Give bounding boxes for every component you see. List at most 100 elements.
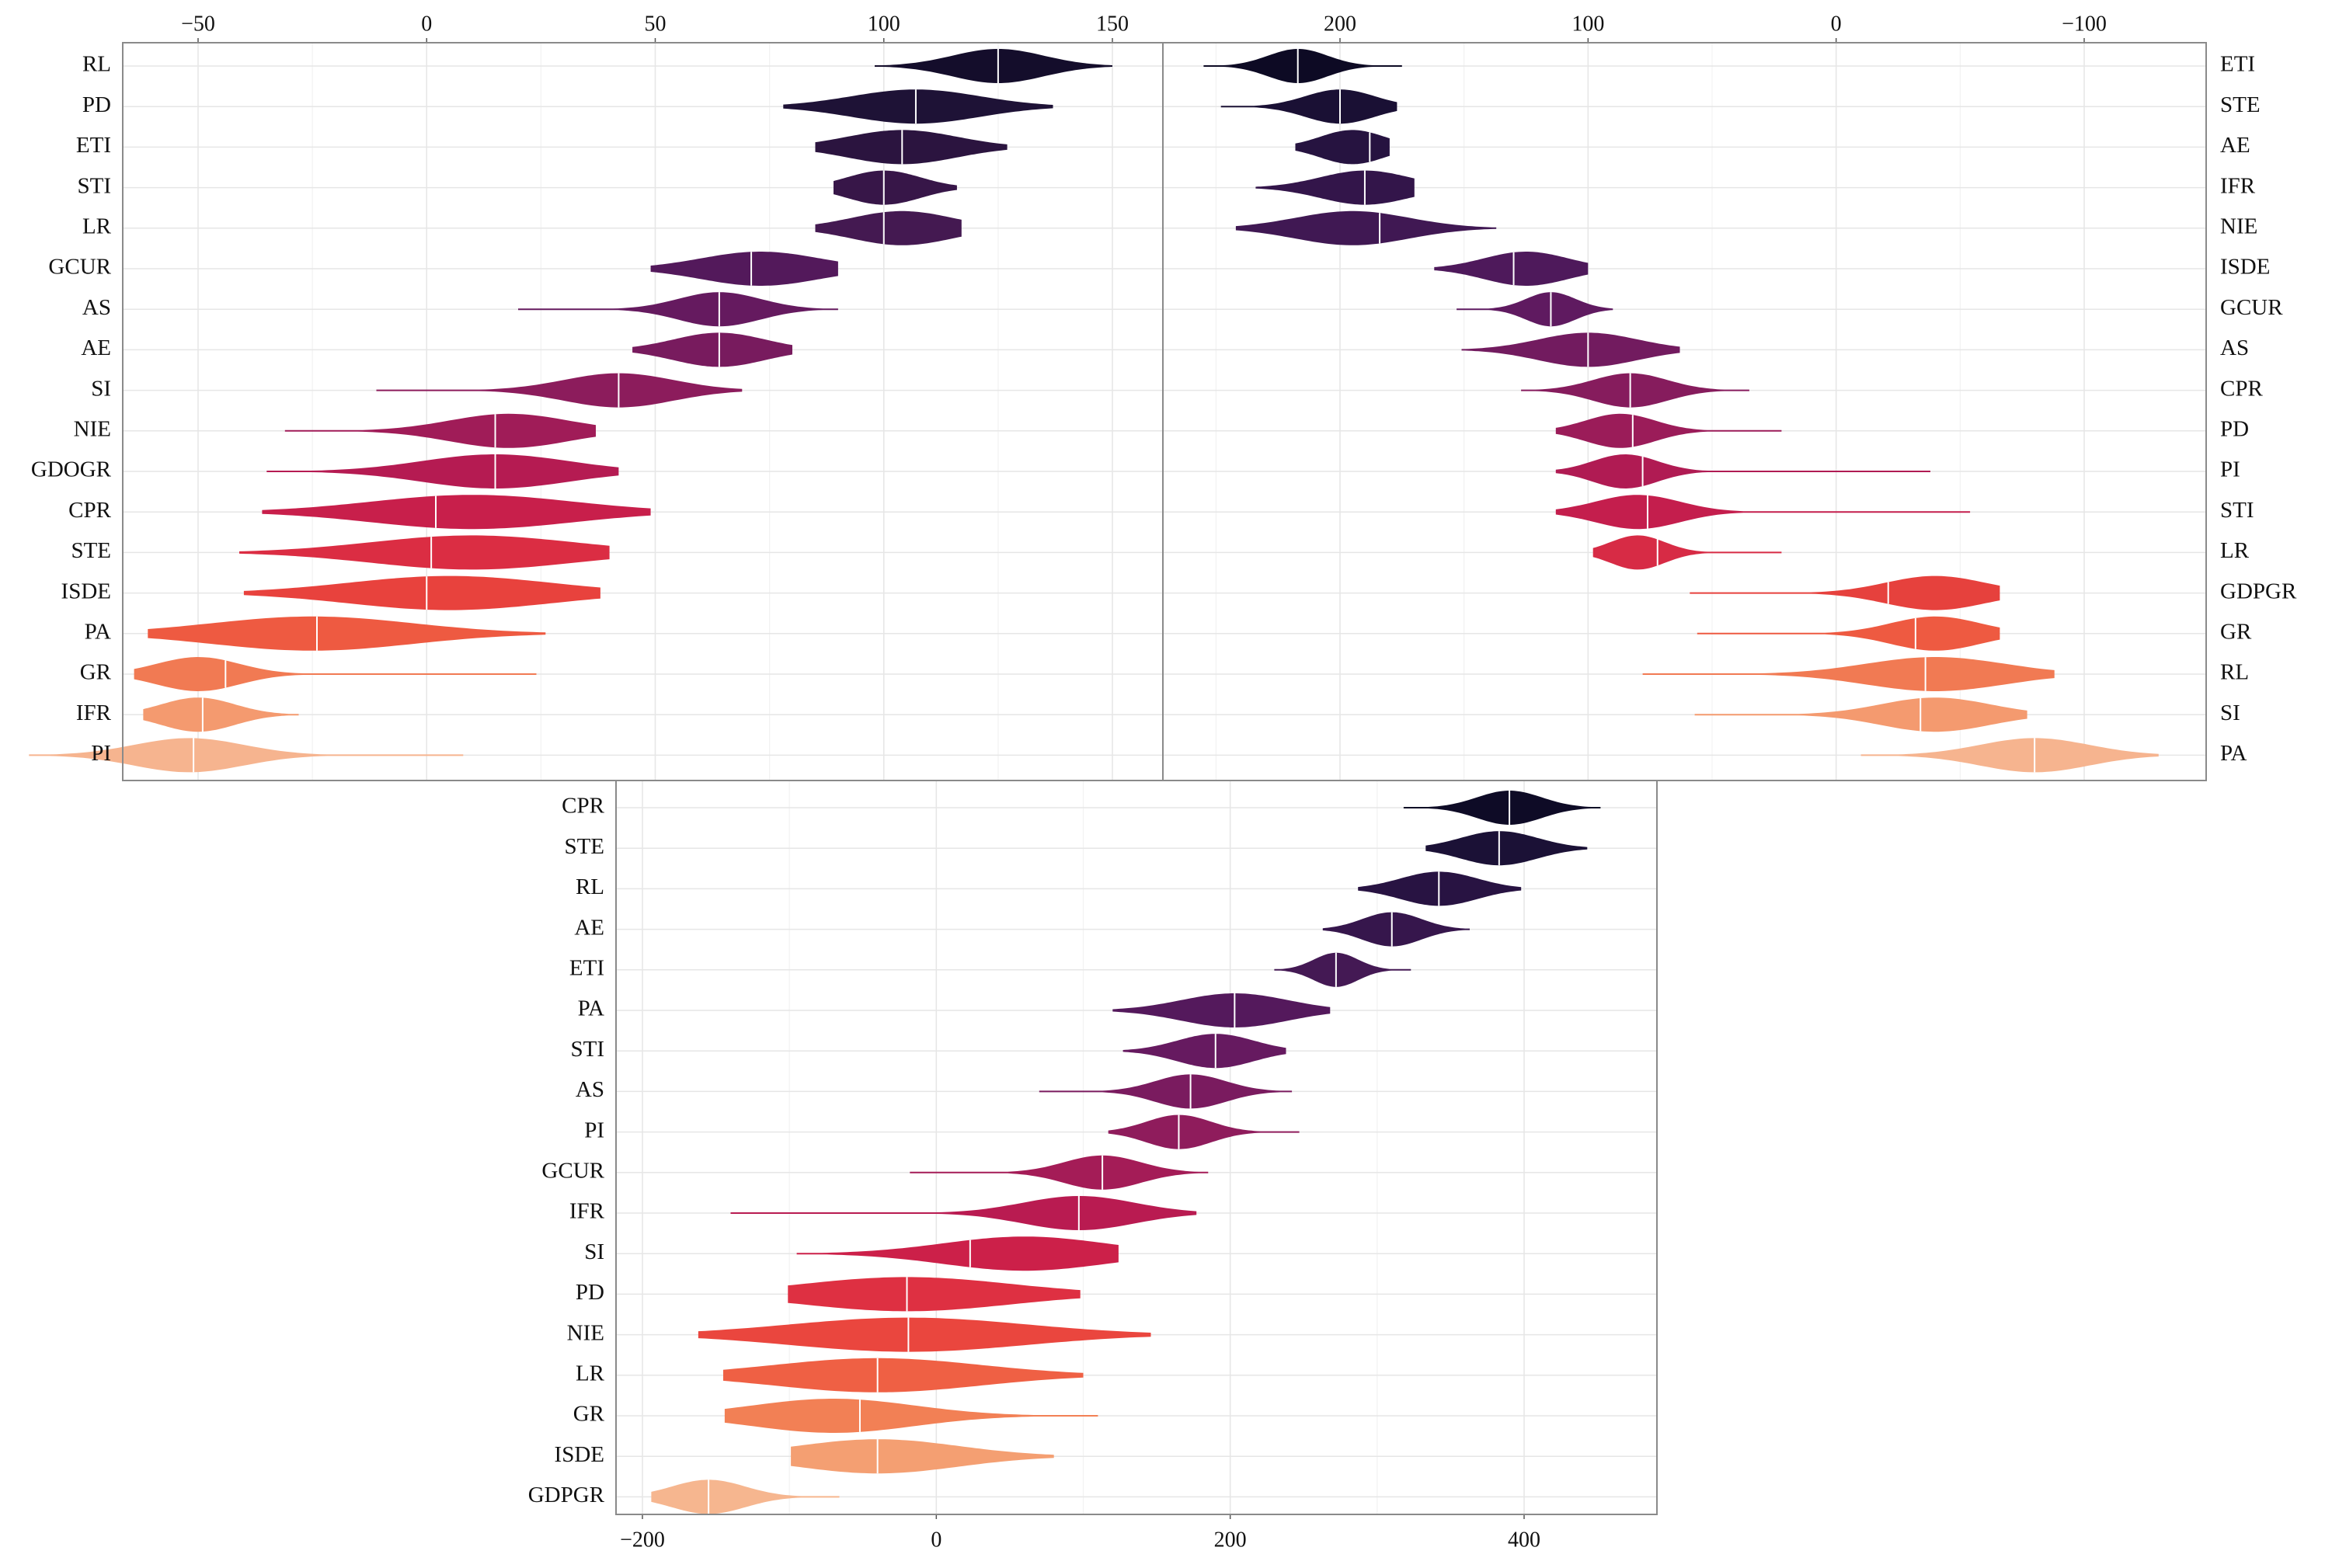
x-tick-label: 0: [421, 12, 432, 36]
category-label: CPR: [68, 498, 111, 523]
violin-gr: [134, 657, 537, 691]
category-label: LR: [2220, 538, 2250, 563]
violin-ifr: [730, 1196, 1197, 1230]
category-label: IFR: [76, 701, 112, 725]
violin-pa: [1112, 993, 1331, 1027]
violin-lr: [815, 210, 962, 245]
panel-top-right: 200 100 0 −100 ETI STE AE IFR NIE ISDE GCUR AS CPR PD…: [1162, 12, 2297, 781]
violin-gcur: [1457, 292, 1613, 327]
category-label: STE: [71, 538, 111, 563]
x-tick-label: −50: [181, 12, 215, 36]
violin-si: [1694, 697, 2027, 732]
violin-lr: [1592, 535, 1782, 570]
violin-cpr: [262, 495, 651, 530]
violin-gr: [724, 1399, 1098, 1433]
category-label: PI: [584, 1118, 604, 1142]
category-label: ETI: [2220, 52, 2255, 77]
category-label: GDOGR: [31, 457, 112, 482]
violin-gdogr: [266, 454, 619, 488]
category-label: ISDE: [2220, 255, 2270, 280]
category-label: AE: [81, 336, 111, 360]
violin-isde: [243, 575, 600, 610]
violin-gr: [1697, 616, 2000, 651]
x-tick-label: 200: [1214, 1528, 1247, 1552]
category-label: LR: [82, 214, 112, 238]
category-label: GCUR: [541, 1158, 604, 1183]
category-label: PD: [2220, 416, 2249, 441]
x-tick-label: 100: [868, 12, 900, 36]
panel-bottom: −200 0 200 400 CPR STE RL AE ETI PA STI AS PI GCUR IFR…: [528, 780, 1658, 1552]
violin-ifr: [1255, 170, 1415, 205]
category-label: AS: [2220, 336, 2249, 360]
category-label: SI: [91, 376, 111, 401]
panel-frame: [122, 42, 1164, 781]
category-label: PA: [578, 996, 604, 1021]
violin-nie: [698, 1317, 1151, 1352]
violin-ae: [1322, 912, 1470, 947]
category-label: STI: [571, 1037, 605, 1062]
violin-as: [1039, 1074, 1293, 1109]
x-tick-label: −200: [620, 1528, 665, 1552]
violin-nie: [284, 413, 596, 448]
violin-nie: [1235, 210, 1497, 245]
panel-top-left: −50 0 50 100 150 RL PD ETI STI LR GCUR AS AE SI NIE GDO…: [29, 12, 1164, 781]
x-tick-label: 100: [1571, 12, 1604, 36]
violin-isde: [1434, 252, 1589, 286]
category-label: GDPGR: [528, 1483, 605, 1507]
category-label: NIE: [2220, 214, 2257, 238]
violin-cpr: [1403, 791, 1601, 825]
violin-pi: [1108, 1114, 1300, 1149]
category-label: PA: [2220, 741, 2247, 766]
violin-eti: [815, 130, 1008, 165]
violin-ifr: [143, 697, 299, 732]
violin-gcur: [910, 1155, 1209, 1190]
category-label: STI: [2220, 498, 2254, 523]
category-label: STE: [564, 834, 604, 859]
violin-rl: [875, 49, 1112, 83]
violin-pd: [788, 1277, 1081, 1312]
category-label: IFR: [569, 1199, 605, 1224]
category-label: GR: [80, 660, 112, 685]
category-label: AS: [82, 295, 111, 320]
violin-pi: [29, 738, 464, 773]
violin-sti: [834, 170, 957, 205]
violin-pa: [148, 616, 546, 651]
category-label: ETI: [76, 133, 111, 158]
category-label: LR: [576, 1361, 605, 1385]
violin-eti: [1203, 49, 1402, 83]
category-label: PI: [2220, 457, 2240, 482]
category-label: RL: [576, 874, 604, 899]
category-label: GCUR: [48, 255, 111, 280]
violin-rl: [1642, 657, 2055, 691]
category-label: NIE: [74, 416, 111, 441]
x-tick-label: 200: [1324, 12, 1356, 36]
category-label: CPR: [2220, 376, 2263, 401]
violin-pi: [1555, 454, 1930, 488]
violin-lr: [723, 1358, 1084, 1392]
category-label: SI: [2220, 701, 2240, 725]
violin-pd: [1555, 413, 1782, 448]
violin-pd: [783, 89, 1053, 124]
category-label: AS: [576, 1077, 604, 1102]
violin-ste: [239, 535, 610, 570]
category-label: STI: [78, 173, 112, 198]
category-label: ETI: [569, 955, 604, 980]
category-label: AE: [574, 915, 604, 940]
category-label: RL: [2220, 660, 2249, 685]
x-tick-label: 150: [1096, 12, 1129, 36]
panel-frame: [615, 780, 1658, 1515]
violin-as: [518, 292, 838, 327]
violin-si: [796, 1236, 1119, 1271]
category-label: ISDE: [61, 579, 111, 603]
violin-isde: [791, 1439, 1054, 1474]
x-tick-label: 400: [1508, 1528, 1540, 1552]
category-label: CPR: [562, 794, 604, 819]
violin-cpr: [1521, 373, 1749, 408]
violin-pa: [1860, 738, 2159, 773]
category-label: GCUR: [2220, 295, 2283, 320]
category-label: GR: [2220, 619, 2252, 644]
category-label: AE: [2220, 133, 2250, 158]
violin-sti: [1555, 495, 1971, 530]
x-tick-label: −100: [2062, 12, 2107, 36]
